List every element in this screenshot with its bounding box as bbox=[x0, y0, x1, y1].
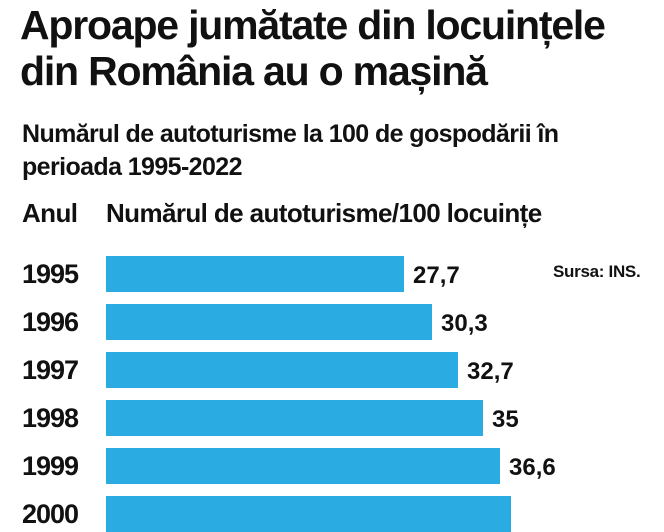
value-label-1996: 30,3 bbox=[441, 310, 488, 337]
chart-subtitle: Numărul de autoturisme la 100 de gospodă… bbox=[22, 120, 559, 181]
value-column-header: Numărul de autoturisme/100 locuințe bbox=[106, 198, 542, 228]
bar-1996 bbox=[106, 304, 432, 340]
year-label-1996: 1996 bbox=[22, 307, 79, 337]
value-label-1995: 27,7 bbox=[413, 262, 460, 289]
year-label-1999: 1999 bbox=[22, 451, 79, 481]
value-label-1997: 32,7 bbox=[467, 358, 514, 385]
bar-1998 bbox=[106, 400, 483, 436]
year-label-1997: 1997 bbox=[22, 355, 79, 385]
year-label-1998: 1998 bbox=[22, 403, 79, 433]
bar-2000 bbox=[106, 496, 511, 532]
chart-title: Aproape jumătate din locuințele din Româ… bbox=[20, 2, 606, 94]
source-note: Sursa: INS. bbox=[553, 262, 641, 281]
bar-1999 bbox=[106, 448, 500, 484]
bar-1995 bbox=[106, 256, 404, 292]
bar-1997 bbox=[106, 352, 458, 388]
year-label-2000: 2000 bbox=[22, 499, 79, 529]
category-column-header: Anul bbox=[22, 198, 78, 228]
value-label-1998: 35 bbox=[492, 406, 519, 433]
value-label-1999: 36,6 bbox=[509, 454, 556, 481]
year-label-1995: 1995 bbox=[22, 259, 79, 289]
